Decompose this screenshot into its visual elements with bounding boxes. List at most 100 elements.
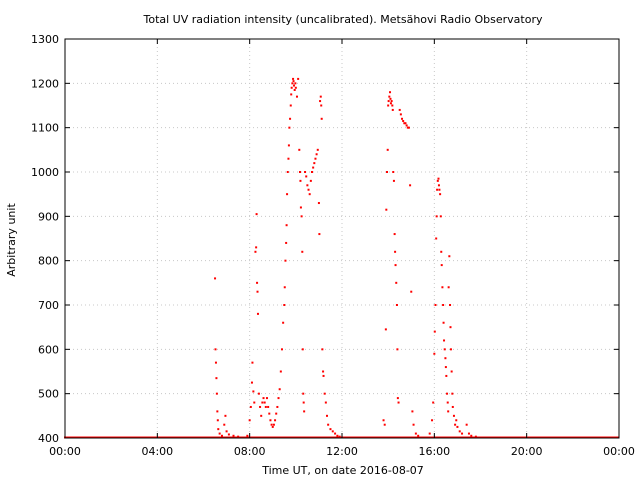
data-point — [465, 423, 468, 426]
data-point — [291, 82, 294, 85]
data-point — [257, 392, 260, 395]
data-point — [313, 162, 316, 165]
y-axis-label: Arbitrary unit — [5, 203, 18, 277]
data-point — [275, 412, 278, 415]
data-point — [250, 381, 253, 384]
data-point — [412, 423, 415, 426]
data-point — [449, 304, 452, 306]
data-point — [432, 401, 435, 404]
y-tick-label: 1000 — [31, 166, 59, 179]
y-tick-label: 1300 — [31, 33, 59, 46]
data-point — [449, 348, 452, 351]
y-tick-label: 400 — [38, 432, 59, 445]
data-point — [274, 419, 277, 422]
data-point — [393, 233, 396, 236]
data-point — [440, 250, 443, 253]
data-point — [384, 328, 387, 331]
data-point — [319, 100, 322, 103]
data-point — [302, 401, 305, 404]
x-axis-ticks: 00:00 04:00 08:00 12:00 16:00 20:00 00:00 — [49, 39, 635, 458]
data-point — [254, 250, 257, 253]
data-point — [263, 401, 266, 404]
data-point — [392, 179, 395, 182]
data-point — [252, 390, 255, 393]
data-point — [286, 193, 289, 196]
data-point — [441, 286, 444, 289]
data-point — [267, 405, 270, 408]
data-point — [289, 117, 292, 120]
data-point — [390, 100, 393, 103]
data-point — [442, 321, 445, 324]
data-point — [287, 157, 290, 160]
data-point — [440, 264, 443, 267]
data-point — [324, 401, 327, 404]
data-point — [280, 348, 283, 351]
data-point — [284, 259, 287, 262]
data-point — [270, 423, 273, 426]
data-point — [402, 120, 405, 123]
data-point — [452, 414, 455, 417]
data-point — [214, 348, 217, 351]
data-point — [299, 179, 302, 182]
data-point — [436, 188, 439, 191]
data-point — [446, 392, 449, 395]
data-point — [334, 432, 337, 435]
data-point — [435, 215, 438, 218]
data-point — [389, 97, 392, 100]
data-point — [437, 177, 440, 180]
data-point — [433, 352, 436, 355]
data-point — [299, 206, 302, 209]
data-point — [268, 412, 271, 415]
data-point — [287, 144, 290, 147]
data-point — [437, 184, 440, 187]
data-point — [237, 435, 240, 438]
data-point — [302, 392, 305, 395]
data-point — [256, 281, 259, 284]
data-point — [286, 171, 289, 173]
data-point — [251, 361, 254, 364]
data-point — [439, 215, 442, 218]
data-point — [246, 434, 249, 437]
data-point — [319, 95, 322, 98]
data-point — [391, 104, 394, 107]
data-point — [336, 434, 339, 437]
data-point — [225, 430, 228, 433]
data-point — [436, 179, 439, 182]
data-point — [216, 419, 219, 422]
data-point — [392, 171, 395, 173]
data-point — [292, 80, 295, 83]
data-point — [262, 397, 265, 400]
data-point — [224, 414, 227, 417]
y-tick-label: 700 — [38, 299, 59, 312]
data-point — [289, 104, 292, 107]
data-point — [456, 425, 459, 428]
data-point — [272, 423, 275, 426]
data-point — [414, 432, 417, 435]
data-point — [304, 171, 307, 173]
data-point — [411, 410, 414, 413]
data-point — [387, 100, 390, 103]
y-tick-label: 800 — [38, 255, 59, 268]
data-point — [305, 175, 308, 178]
data-point — [276, 405, 279, 408]
data-point — [438, 188, 441, 191]
data-point — [290, 93, 293, 96]
data-point — [395, 304, 398, 306]
data-point — [455, 419, 458, 422]
data-point — [446, 401, 449, 404]
data-point — [396, 397, 399, 400]
data-point — [388, 95, 391, 98]
data-point — [444, 366, 447, 369]
x-tick-label: 08:00 — [234, 445, 266, 458]
data-point — [320, 104, 323, 107]
data-point — [248, 419, 251, 422]
data-point — [391, 108, 394, 111]
data-point — [417, 434, 420, 437]
data-point — [216, 410, 219, 413]
data-point — [292, 77, 295, 80]
data-point — [227, 433, 230, 436]
data-point — [322, 374, 325, 377]
data-point — [435, 237, 438, 240]
data-point — [279, 370, 282, 373]
chart-title: Total UV radiation intensity (uncalibrat… — [143, 13, 543, 26]
